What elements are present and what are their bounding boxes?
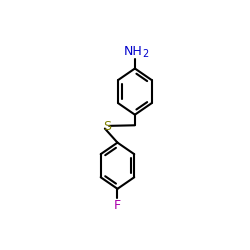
Text: NH: NH <box>124 45 143 58</box>
Text: 2: 2 <box>142 49 148 59</box>
Text: S: S <box>103 120 111 133</box>
Text: F: F <box>114 199 121 212</box>
